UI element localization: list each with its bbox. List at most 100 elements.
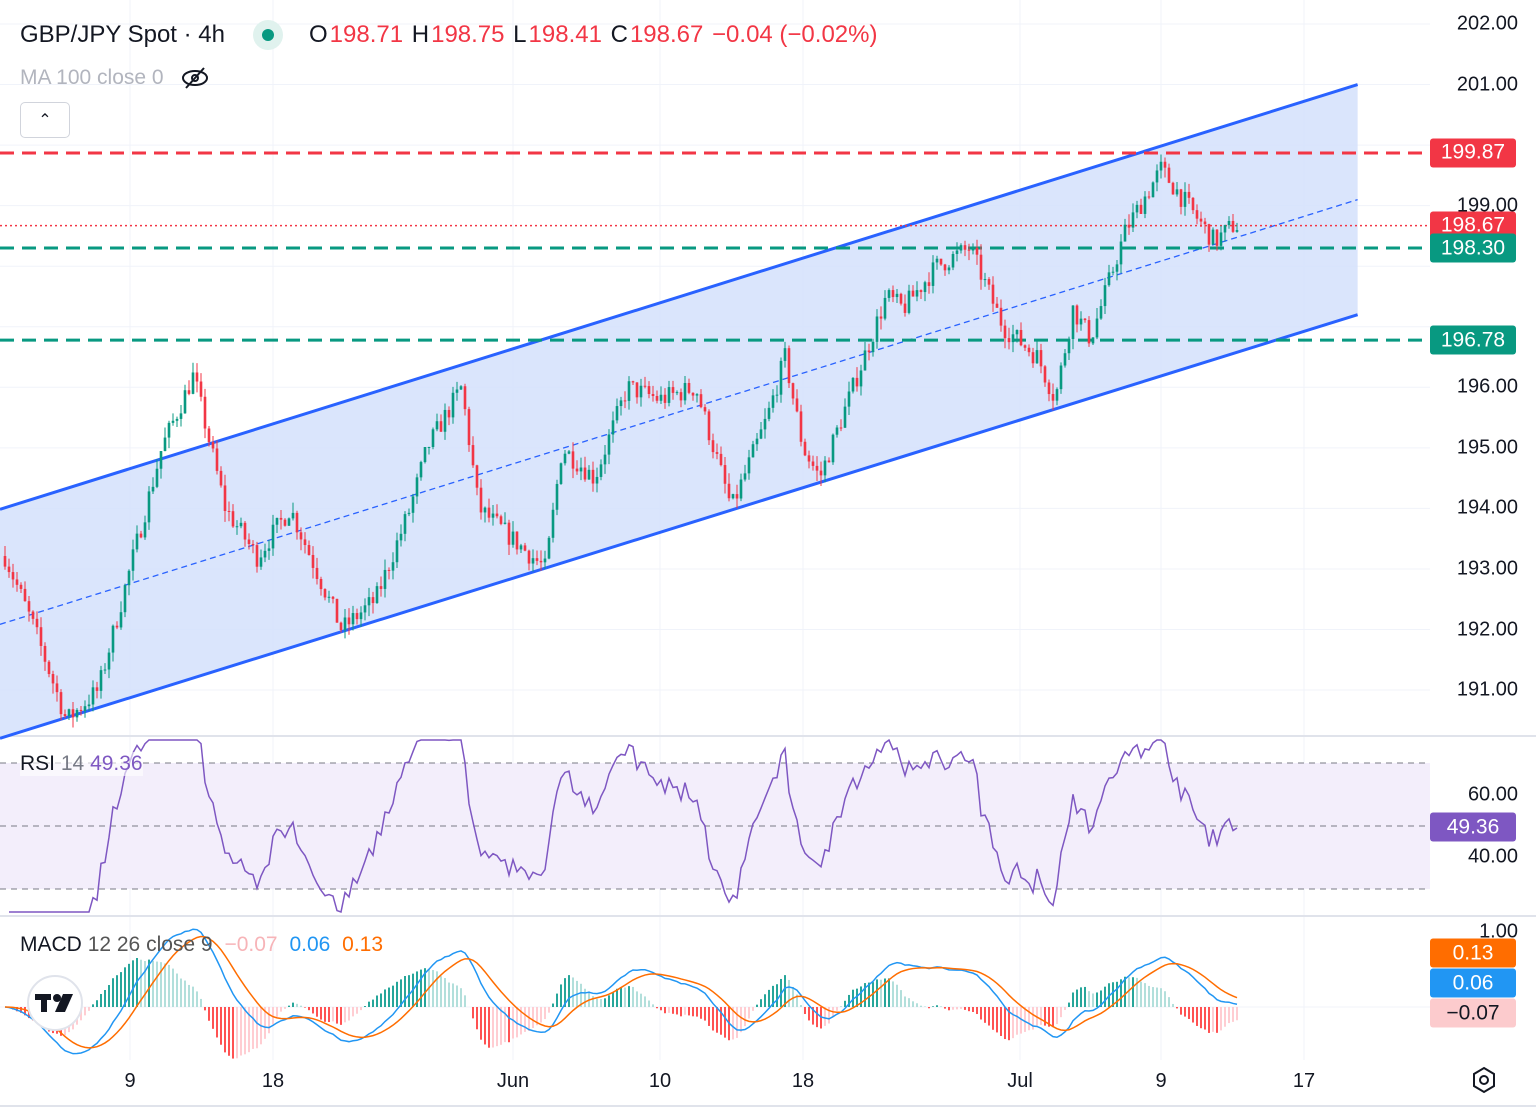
candle-body (727, 483, 731, 499)
candle-body (67, 709, 71, 717)
candle-body (715, 452, 719, 454)
rsi-tick: 40.00 (1467, 845, 1518, 868)
candle-body (255, 545, 259, 567)
candle-body (215, 448, 219, 471)
price-tick: 194.00 (1456, 496, 1518, 519)
time-tick: 9 (124, 1070, 136, 1092)
candle-body (1123, 224, 1127, 242)
candle-body (239, 522, 243, 527)
eye-off-icon[interactable] (180, 66, 210, 90)
candle-body (283, 519, 287, 526)
candle-body (391, 562, 395, 571)
candle-body (1079, 318, 1083, 325)
candle-body (1015, 329, 1019, 335)
tradingview-logo[interactable] (27, 975, 83, 1031)
candle-body (183, 390, 187, 414)
candle-body (395, 540, 399, 563)
candle-body (759, 429, 763, 439)
candle-body (315, 567, 319, 580)
candle-body (371, 597, 375, 604)
channel-mid-line (0, 198, 1358, 625)
candle-body (743, 473, 747, 480)
candle-body (207, 428, 211, 443)
candle-body (223, 485, 227, 511)
candle-body (1067, 338, 1071, 354)
macd-tick: 1.00 (1479, 920, 1518, 943)
candle-body (1159, 161, 1163, 171)
candle-body (711, 440, 715, 453)
candle-body (587, 469, 591, 480)
candle-body (703, 407, 707, 412)
macd-histogram-badge: −0.07 (1430, 998, 1516, 1028)
candle-body (515, 531, 519, 550)
rsi-legend[interactable]: RSI 14 49.36 (20, 752, 143, 776)
candle-body (839, 427, 843, 429)
price-tick: 201.00 (1456, 73, 1518, 96)
candle-body (103, 669, 107, 671)
macd-legend[interactable]: MACD 12 26 close 9 −0.07 0.06 0.13 (20, 933, 383, 957)
candle-body (1235, 230, 1239, 232)
candle-body (303, 539, 307, 546)
candle-body (47, 661, 51, 675)
candle-body (567, 451, 571, 454)
candle-body (731, 494, 735, 499)
candle-body (1071, 305, 1075, 339)
time-tick: 10 (648, 1070, 672, 1092)
level-badge: 198.30 (1430, 233, 1516, 263)
rsi-label: RSI (20, 752, 56, 775)
candle-body (1047, 382, 1051, 395)
candle-body (235, 526, 239, 528)
candle-body (531, 558, 535, 564)
candle-body (719, 453, 723, 466)
candle-body (619, 400, 623, 407)
candle-body (403, 514, 407, 534)
candle-body (903, 303, 907, 313)
tradingview-logo-icon (35, 994, 73, 1012)
candle-body (175, 418, 179, 421)
candle-body (795, 398, 799, 412)
candle-body (355, 613, 359, 620)
candle-body (555, 483, 559, 510)
candle-body (287, 518, 291, 526)
candle-body (3, 556, 7, 567)
candle-body (503, 522, 507, 524)
candle-body (331, 596, 335, 599)
candle-body (1147, 196, 1151, 198)
macd-line (4, 928, 1238, 1055)
candle-body (259, 557, 263, 567)
channel-upper-line (0, 83, 1359, 511)
candle-body (335, 598, 339, 623)
ma-indicator-legend[interactable]: MA 100 close 0 (20, 66, 210, 90)
candle-body (647, 386, 651, 395)
collapse-legend-button[interactable]: ⌃ (20, 102, 70, 138)
candle-body (707, 411, 711, 441)
candle-body (487, 507, 491, 518)
candle-body (1183, 191, 1187, 207)
candle-body (467, 409, 471, 446)
change-value: −0.04 (−0.02%) (712, 21, 878, 48)
symbol-title[interactable]: GBP/JPY Spot · 4h (20, 21, 225, 48)
candle-body (1219, 232, 1223, 246)
candle-body (1167, 167, 1171, 183)
candle-body (247, 539, 251, 545)
level-badge: 199.87 (1430, 138, 1516, 168)
candle-body (295, 512, 299, 533)
candle-body (51, 674, 55, 684)
candle-body (107, 652, 111, 670)
time-tick: 9 (1155, 1070, 1167, 1092)
candle-body (1187, 191, 1191, 198)
candle-body (607, 434, 611, 455)
candle-body (523, 545, 527, 551)
settings-gear-icon[interactable] (1470, 1066, 1498, 1094)
ohlc-values: O198.71 H198.75 L198.41 C198.67 −0.04 (−… (309, 21, 879, 49)
candle-body (427, 446, 431, 448)
candle-body (1007, 338, 1011, 343)
candle-body (511, 531, 515, 545)
price-tick: 195.00 (1456, 436, 1518, 459)
chevron-up-icon: ⌃ (38, 112, 52, 129)
time-tick: 18 (791, 1070, 815, 1092)
candle-body (1051, 394, 1055, 401)
candle-body (1019, 329, 1023, 346)
symbol-legend: GBP/JPY Spot · 4h O198.71 H198.75 L198.4… (20, 20, 879, 50)
